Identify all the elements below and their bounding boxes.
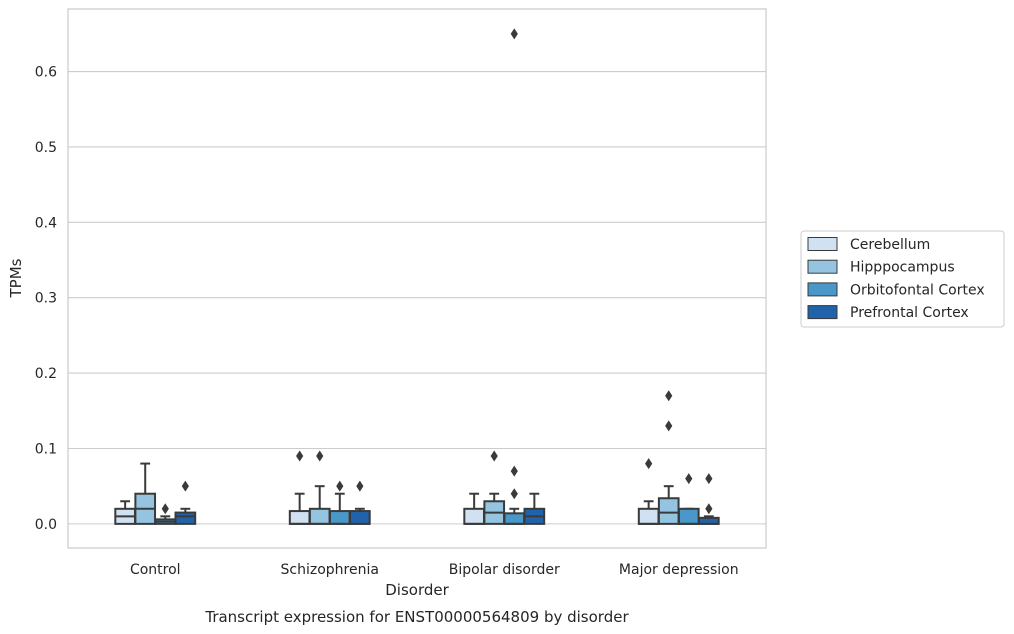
outlier-point [665,390,673,402]
legend-label: Cerebellum [850,237,930,253]
x-tick-label: Bipolar disorder [449,562,560,578]
y-tick-label: 0.5 [35,140,57,156]
plot-frame [67,8,767,549]
outlier-point [161,503,169,515]
box [637,507,660,525]
box [174,511,197,525]
box [677,507,700,525]
outlier-point [705,473,713,485]
outlier-point [705,503,713,515]
y-tick-label: 0.3 [35,291,57,307]
box-prefrontal-cortex [174,480,197,525]
box-hipppocampus [657,390,680,525]
y-tick-label: 0.4 [35,215,57,231]
x-axis-title: Disorder [385,581,449,599]
box-prefrontal-cortex [523,492,546,525]
legend-label: Hipppocampus [850,260,955,276]
box [308,507,331,525]
x-tick-label: Major depression [619,562,739,578]
legend-swatch [807,282,838,297]
outlier-point [685,473,693,485]
x-tick-labels: Control Schizophrenia Bipolar disorder Majo… [130,562,739,578]
box-orbitofontal-cortex [154,503,177,525]
box-cerebellum [637,458,660,525]
box-cerebellum [288,450,311,525]
legend-swatch [807,259,838,274]
legend-frame [800,230,1005,328]
legend-label: Prefrontal Cortex [850,305,969,321]
legend-label: Orbitofontal Cortex [850,282,985,298]
y-tick-label: 0.2 [35,366,57,382]
y-tick-label: 0.6 [35,65,57,81]
box [463,507,485,525]
legend-swatch [807,305,838,320]
box-cerebellum [463,492,485,525]
outlier-point [510,465,518,477]
outlier-point [645,458,653,470]
outlier-point [510,488,518,500]
chart-caption: Transcript expression for ENST0000056480… [204,608,629,626]
box-hipppocampus [483,450,506,525]
outlier-point [356,480,364,492]
gridlines [68,71,766,525]
box-cerebellum [114,500,136,525]
outlier-point [510,28,518,40]
x-tick-label: Schizophrenia [281,562,379,578]
box-hipppocampus [308,450,331,525]
box [503,512,526,525]
box [657,497,680,525]
outlier-point [316,450,324,462]
box-orbitofontal-cortex [503,28,526,525]
legend: Cerebellum Hipppocampus Orbitofontal Corte… [800,230,1005,328]
y-tick-label: 0.1 [35,441,57,457]
box-orbitofontal-cortex [677,473,700,525]
outlier-point [490,450,498,462]
box [328,510,351,525]
outlier-point [336,480,344,492]
box-prefrontal-cortex [698,473,720,525]
outlier-point [296,450,304,462]
box [288,510,311,525]
y-tick-label: 0.0 [35,517,57,533]
x-tick-label: Control [130,562,181,578]
boxplots [114,28,720,525]
box [349,510,371,525]
box-hipppocampus [134,462,157,525]
y-axis-title: TPMs [7,258,25,298]
legend-swatch [807,237,838,251]
box-orbitofontal-cortex [328,480,351,525]
box-prefrontal-cortex [349,480,371,525]
outlier-point [181,480,189,492]
y-tick-labels: 0.0 0.1 0.2 0.3 0.4 0.5 0.6 [35,65,57,533]
outlier-point [665,420,673,432]
